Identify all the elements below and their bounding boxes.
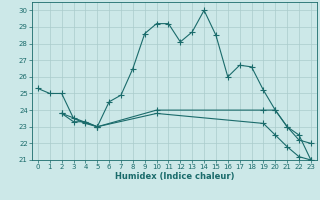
X-axis label: Humidex (Indice chaleur): Humidex (Indice chaleur) xyxy=(115,172,234,181)
